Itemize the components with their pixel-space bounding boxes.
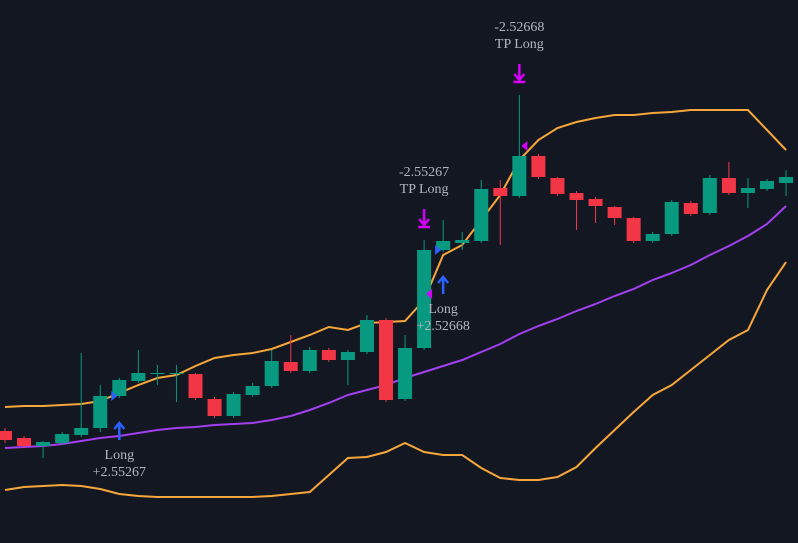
candle-body	[417, 250, 432, 348]
candle-body	[721, 178, 736, 193]
signal-label: Long	[428, 302, 458, 317]
candle-body	[302, 350, 317, 371]
candle-body	[569, 193, 584, 200]
candle-body	[379, 320, 393, 400]
candle-body	[112, 380, 127, 396]
candle-body	[93, 396, 108, 428]
candle-body	[683, 203, 698, 214]
candle-body	[626, 218, 641, 241]
candle-body	[779, 177, 794, 183]
signal-label: -2.55267	[399, 165, 449, 180]
candle-body	[321, 350, 336, 360]
candle-body	[245, 386, 260, 395]
candle-body	[493, 188, 508, 196]
candle-body	[455, 240, 470, 243]
candle-body	[588, 199, 603, 206]
band-line	[4, 261, 787, 498]
exit-arrow	[513, 64, 526, 84]
signal-label: TP Long	[400, 182, 449, 197]
candle-body	[207, 399, 222, 416]
candle-body	[36, 442, 51, 446]
entry-marker	[435, 245, 442, 255]
candle-body	[760, 181, 774, 189]
candle-body	[702, 178, 717, 213]
candle-body	[17, 438, 32, 446]
candle-body	[131, 373, 146, 381]
candle-body	[436, 241, 451, 250]
candle-body	[150, 373, 165, 374]
entry-arrow	[113, 421, 126, 440]
band-line	[4, 109, 787, 408]
candle-body	[474, 189, 489, 241]
exit-marker	[521, 141, 528, 151]
signal-label: TP Long	[495, 37, 544, 52]
candle-body	[531, 156, 546, 177]
candle-body	[607, 207, 622, 218]
candle-body	[359, 320, 374, 352]
candle-body	[550, 178, 565, 194]
candle-body	[0, 431, 12, 440]
candle-body	[340, 352, 355, 360]
candle-body	[55, 434, 70, 443]
candle-body	[398, 348, 413, 399]
candle-body	[188, 374, 203, 398]
signal-label: +2.55267	[93, 465, 146, 480]
entry-arrow	[437, 275, 450, 294]
exit-marker	[426, 289, 433, 299]
candle-body	[74, 428, 89, 435]
candle-body	[283, 362, 298, 371]
band-line	[4, 205, 787, 449]
candle-body	[645, 234, 660, 241]
exit-arrow	[418, 209, 431, 229]
candle-body	[264, 361, 279, 386]
candle-body	[512, 156, 527, 196]
candle-body	[664, 202, 679, 234]
candle-body	[169, 373, 184, 374]
entry-marker	[111, 391, 118, 401]
signal-label: Long	[105, 448, 135, 463]
candle-body	[740, 188, 755, 193]
signal-label: -2.52668	[494, 20, 544, 35]
candle-body	[226, 394, 241, 416]
signal-label: +2.52668	[416, 319, 469, 334]
